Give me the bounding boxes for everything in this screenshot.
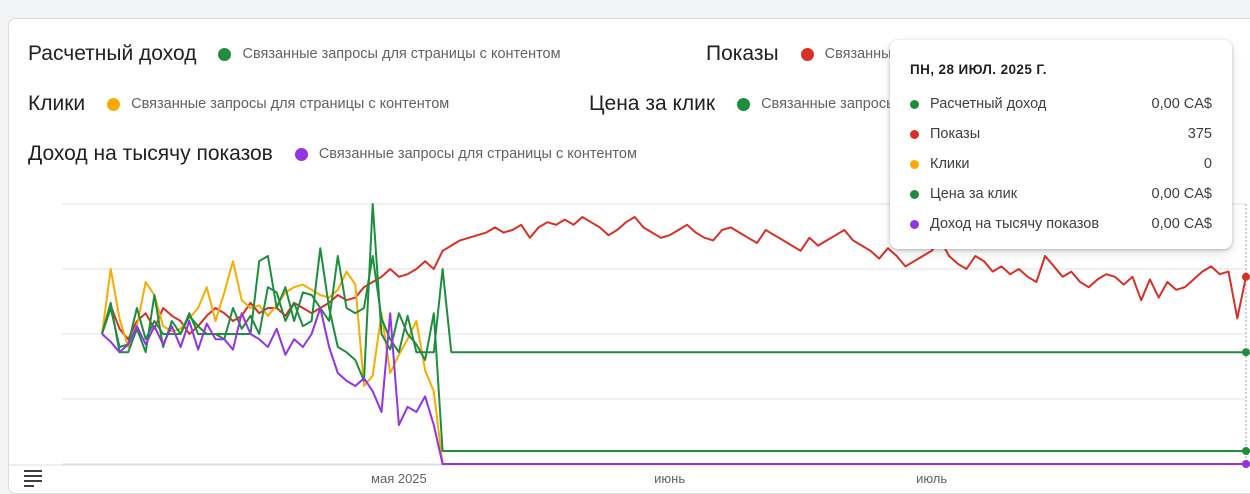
chart-tooltip: ПН, 28 ИЮЛ. 2025 Г. Расчетный доход 0,00 …: [890, 40, 1232, 249]
series-end-point-3: [1242, 447, 1250, 455]
series-end-point-0: [1242, 272, 1250, 281]
x-tick-label: июнь: [654, 471, 685, 486]
green-dot-icon: [218, 47, 232, 61]
tooltip-dot-icon: [910, 219, 919, 229]
menu-icon[interactable]: [24, 470, 42, 487]
tooltip-metric-name: Расчетный доход: [930, 96, 1047, 112]
tooltip-metric-name: Показы: [930, 126, 981, 142]
metric-name: Цена за клик: [589, 92, 716, 115]
metric-label: Связанные запросы для страницы с контент…: [318, 146, 637, 162]
tooltip-dot-icon: [910, 129, 919, 139]
tooltip-row: Цена за клик 0,00 CA$: [910, 179, 1212, 209]
tooltip-metric-value: 0,00 CA$: [1151, 186, 1212, 202]
series-line-4: [101, 307, 1250, 465]
tooltip-row: Клики 0: [910, 149, 1212, 179]
series-end-point-2: [1242, 348, 1250, 357]
tooltip-metric-value: 375: [1187, 126, 1212, 142]
red-dot-icon: [800, 47, 814, 61]
tooltip-metric-value: 0: [1203, 156, 1212, 172]
tooltip-dot-icon: [910, 189, 919, 199]
tooltip-metric-value: 0,00 CA$: [1151, 96, 1212, 112]
series-end-point-4: [1242, 460, 1250, 468]
metric-rpm[interactable]: Доход на тысячу показов Связанные запрос…: [28, 142, 637, 166]
metric-name: Доход на тысячу показов: [28, 142, 273, 165]
metric-name: Показы: [706, 42, 779, 65]
metric-clicks[interactable]: Клики Связанные запросы для страницы с к…: [28, 92, 449, 116]
tooltip-row: Доход на тысячу показов 0,00 CA$: [910, 209, 1212, 239]
tooltip-metric-name: Доход на тысячу показов: [930, 216, 1100, 232]
metric-name: Клики: [28, 92, 86, 115]
tooltip-metric-name: Клики: [930, 156, 970, 172]
series-line-3: [101, 203, 1246, 452]
series-line-2: [101, 255, 1246, 354]
metric-label: Связанные запросы для страницы с контент…: [242, 46, 561, 62]
purple-dot-icon: [294, 147, 308, 161]
x-tick-label: мая 2025: [371, 471, 427, 486]
metric-label: Связанные запросы для страницы с контент…: [131, 96, 450, 112]
tooltip-dot-icon: [910, 159, 919, 169]
metric-revenue[interactable]: Расчетный доход Связанные запросы для ст…: [28, 42, 561, 66]
green-dot-icon: [737, 97, 751, 111]
yellow-dot-icon: [107, 97, 121, 111]
tooltip-date: ПН, 28 ИЮЛ. 2025 Г.: [910, 62, 1047, 77]
metric-name: Расчетный доход: [28, 42, 197, 65]
tooltip-metric-name: Цена за клик: [930, 186, 1018, 202]
tooltip-row: Показы 375: [910, 119, 1212, 149]
tooltip-metric-value: 0,00 CA$: [1151, 216, 1212, 232]
x-tick-label: июль: [916, 471, 947, 486]
tooltip-dot-icon: [910, 99, 919, 109]
tooltip-row: Расчетный доход 0,00 CA$: [910, 89, 1212, 119]
